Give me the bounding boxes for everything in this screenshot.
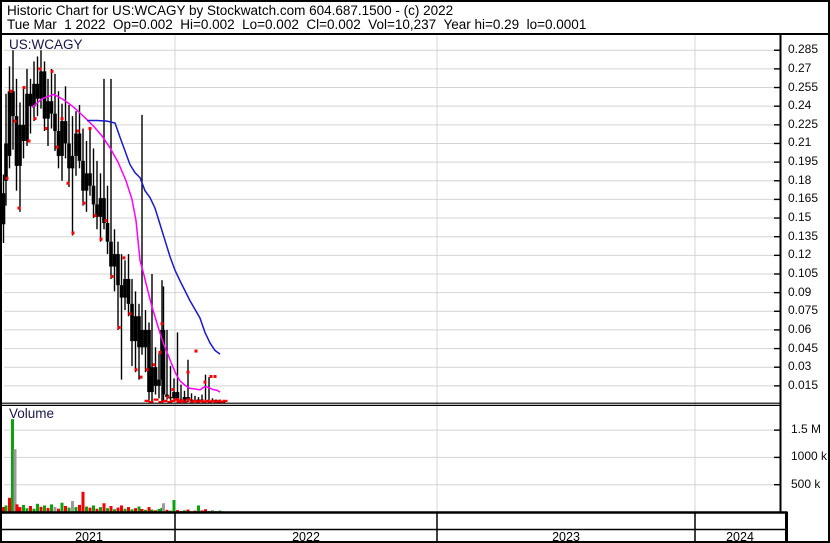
year-axis-label-2021: 2021 xyxy=(75,530,103,543)
volume-pane-label: Volume xyxy=(9,406,55,421)
price-axis-label: 0.27 xyxy=(788,60,812,75)
quote-summary-line: Tue Mar 1 2022 Op=0.002 Hi=0.002 Lo=0.00… xyxy=(7,17,587,32)
price-axis-label: 0.03 xyxy=(788,359,812,374)
price-axis-label: 0.24 xyxy=(788,98,812,113)
price-axis-label: 0.15 xyxy=(788,210,812,225)
price-axis-label: 0.06 xyxy=(788,321,812,336)
volume-axis-label: 1.5 M xyxy=(791,422,822,437)
year-axis-label-2024: 2024 xyxy=(726,530,754,543)
price-axis-label: 0.18 xyxy=(788,172,812,187)
year-axis-label-2023: 2023 xyxy=(552,530,580,543)
price-axis-label: 0.015 xyxy=(788,377,819,392)
year-axis-label-2022: 2022 xyxy=(292,530,320,543)
price-axis-label: 0.225 xyxy=(788,116,819,131)
symbol-label: US:WCAGY xyxy=(9,37,83,52)
price-axis-label: 0.105 xyxy=(788,265,819,280)
volume-axis-label: 500 k xyxy=(791,476,821,491)
price-axis-label: 0.12 xyxy=(788,247,812,262)
price-axis-label: 0.165 xyxy=(788,191,819,206)
price-axis-label: 0.21 xyxy=(788,135,812,150)
price-axis-label: 0.285 xyxy=(788,42,819,57)
volume-axis-label: 1000 k xyxy=(791,449,828,464)
price-axis-label: 0.135 xyxy=(788,228,819,243)
price-axis-label: 0.255 xyxy=(788,79,819,94)
price-axis-label: 0.075 xyxy=(788,303,819,318)
chart-title: Historic Chart for US:WCAGY by Stockwatc… xyxy=(7,3,454,18)
price-axis-label: 0.09 xyxy=(788,284,812,299)
price-axis-label: 0.195 xyxy=(788,154,819,169)
price-axis-label: 0.045 xyxy=(788,340,819,355)
